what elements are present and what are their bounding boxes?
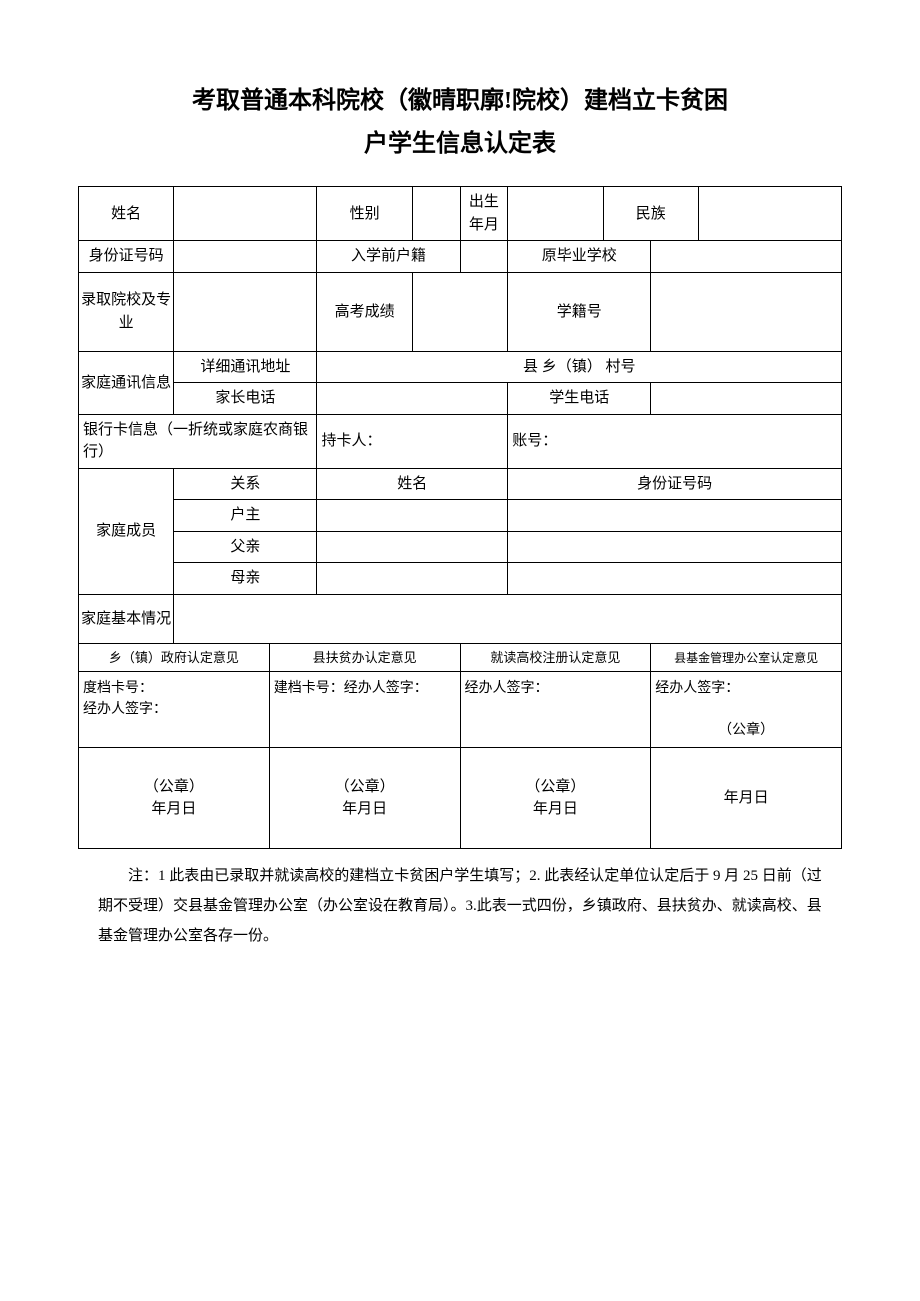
row-father-name: [317, 531, 508, 563]
date-fund: 年月日: [724, 790, 769, 806]
value-admit-school: [174, 272, 317, 351]
seal-fund-date: 年月日: [651, 748, 842, 849]
row-father-id: [508, 531, 842, 563]
label-member-id: 身份证号码: [508, 468, 842, 500]
title-line1: 考取普通本科院校（徽晴职廓!院校）建档立卡贫困: [192, 88, 728, 114]
label-birth: 出生年月: [460, 187, 508, 241]
row-head-relation: 户主: [174, 500, 317, 532]
value-exam-score: [412, 272, 507, 351]
label-relation: 关系: [174, 468, 317, 500]
label-family-basic: 家庭基本情况: [79, 594, 174, 643]
label-student-no: 学籍号: [508, 272, 651, 351]
label-admit-school: 录取院校及专业: [79, 272, 174, 351]
row-head-id: [508, 500, 842, 532]
seal-town: （公章） 年月日: [79, 748, 270, 849]
value-addr: 县 乡（镇） 村号: [317, 351, 842, 383]
label-family-members: 家庭成员: [79, 468, 174, 594]
sig-univ: 经办人签字：: [460, 672, 651, 748]
value-name: [174, 187, 317, 241]
value-idno: [174, 241, 317, 273]
label-family-contact: 家庭通讯信息: [79, 351, 174, 414]
row-mother-relation: 母亲: [174, 563, 317, 595]
value-pre-hukou: [460, 241, 508, 273]
sig-town: 度档卡号： 经办人签字：: [79, 672, 270, 748]
label-account-no: 账号：: [508, 414, 842, 468]
label-opinion-poverty: 县扶贫办认定意见: [269, 643, 460, 672]
date-poverty: 年月日: [342, 801, 387, 817]
sig-poverty: 建档卡号：经办人签字：: [269, 672, 460, 748]
date-town: 年月日: [151, 801, 196, 817]
value-family-basic: [174, 594, 842, 643]
label-idno: 身份证号码: [79, 241, 174, 273]
label-opinion-town: 乡（镇）政府认定意见: [79, 643, 270, 672]
form-title: 考取普通本科院校（徽晴职廓!院校）建档立卡贫困 户学生信息认定表: [78, 80, 842, 166]
value-student-no: [651, 272, 842, 351]
label-opinion-univ: 就读高校注册认定意见: [460, 643, 651, 672]
seal-town-text: （公章）: [144, 779, 204, 795]
seal-poverty: （公章） 年月日: [269, 748, 460, 849]
row-father-relation: 父亲: [174, 531, 317, 563]
sig-fund: 经办人签字： （公章）: [651, 672, 842, 748]
value-grad-school: [651, 241, 842, 273]
seal-univ: （公章） 年月日: [460, 748, 651, 849]
label-name: 姓名: [79, 187, 174, 241]
label-pre-hukou: 入学前户籍: [317, 241, 460, 273]
label-grad-school: 原毕业学校: [508, 241, 651, 273]
seal-univ-text: （公章）: [525, 779, 585, 795]
sig-fund-label: 经办人签字：: [655, 681, 739, 696]
label-member-name: 姓名: [317, 468, 508, 500]
seal-fund-inline: （公章）: [718, 723, 774, 738]
label-opinion-fund: 县基金管理办公室认定意见: [651, 643, 842, 672]
label-detail-addr: 详细通讯地址: [174, 351, 317, 383]
value-gender: [412, 187, 460, 241]
label-ethnic: 民族: [603, 187, 698, 241]
value-parent-phone: [317, 383, 508, 415]
label-bank-info: 银行卡信息（一折统或家庭农商银行）: [79, 414, 317, 468]
label-gender: 性别: [317, 187, 412, 241]
value-ethnic: [698, 187, 841, 241]
seal-poverty-text: （公章）: [335, 779, 395, 795]
title-line2: 户学生信息认定表: [364, 131, 556, 157]
footnote: 注：1 此表由已录取并就读高校的建档立卡贫困户学生填写；2. 此表经认定单位认定…: [78, 861, 842, 951]
form-table: 姓名 性别 出生年月 民族 身份证号码 入学前户籍 原毕业学校 录取院校及专业 …: [78, 186, 842, 849]
value-birth: [508, 187, 603, 241]
row-head-name: [317, 500, 508, 532]
label-parent-phone: 家长电话: [174, 383, 317, 415]
label-card-holder: 持卡人：: [317, 414, 508, 468]
label-exam-score: 高考成绩: [317, 272, 412, 351]
label-student-phone: 学生电话: [508, 383, 651, 415]
row-mother-name: [317, 563, 508, 595]
value-student-phone: [651, 383, 842, 415]
date-univ: 年月日: [533, 801, 578, 817]
row-mother-id: [508, 563, 842, 595]
